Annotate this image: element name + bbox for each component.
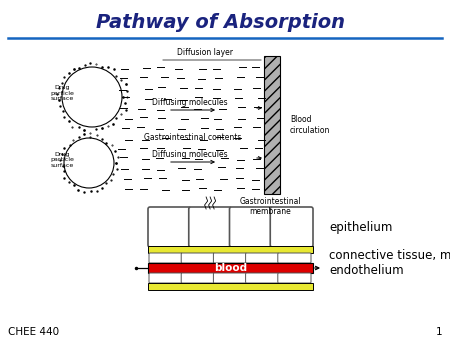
- Bar: [148, 246, 313, 253]
- FancyBboxPatch shape: [278, 273, 311, 283]
- FancyBboxPatch shape: [246, 253, 279, 263]
- FancyBboxPatch shape: [181, 273, 214, 283]
- FancyBboxPatch shape: [278, 253, 311, 263]
- Text: Blood
circulation: Blood circulation: [290, 115, 330, 135]
- Text: 1: 1: [436, 327, 442, 337]
- FancyBboxPatch shape: [270, 207, 313, 247]
- Text: Diffusion layer: Diffusion layer: [177, 48, 233, 57]
- FancyBboxPatch shape: [230, 207, 272, 247]
- Text: CHEE 440: CHEE 440: [8, 327, 59, 337]
- Text: Drug
particle
surface: Drug particle surface: [50, 152, 74, 168]
- Text: Diffusing molecules: Diffusing molecules: [152, 98, 228, 107]
- Text: Gastrointestinal
membrane: Gastrointestinal membrane: [239, 197, 301, 216]
- Text: epithelium: epithelium: [329, 220, 392, 234]
- FancyBboxPatch shape: [149, 253, 182, 263]
- Text: Gastrointestinal contents: Gastrointestinal contents: [144, 132, 242, 142]
- Bar: [148, 283, 313, 290]
- FancyBboxPatch shape: [189, 207, 231, 247]
- FancyBboxPatch shape: [246, 273, 279, 283]
- FancyBboxPatch shape: [149, 273, 182, 283]
- Text: Pathway of Absorption: Pathway of Absorption: [95, 13, 345, 31]
- Bar: [264, 56, 280, 194]
- FancyBboxPatch shape: [148, 207, 191, 247]
- Text: blood: blood: [214, 263, 247, 273]
- FancyBboxPatch shape: [181, 253, 214, 263]
- Text: Drug
particle
surface: Drug particle surface: [50, 85, 74, 101]
- FancyBboxPatch shape: [213, 253, 247, 263]
- Text: Diffusing molecules: Diffusing molecules: [152, 150, 228, 159]
- Text: connective tissue, muscle
endothelium: connective tissue, muscle endothelium: [329, 249, 450, 277]
- Bar: [148, 263, 313, 273]
- FancyBboxPatch shape: [213, 273, 247, 283]
